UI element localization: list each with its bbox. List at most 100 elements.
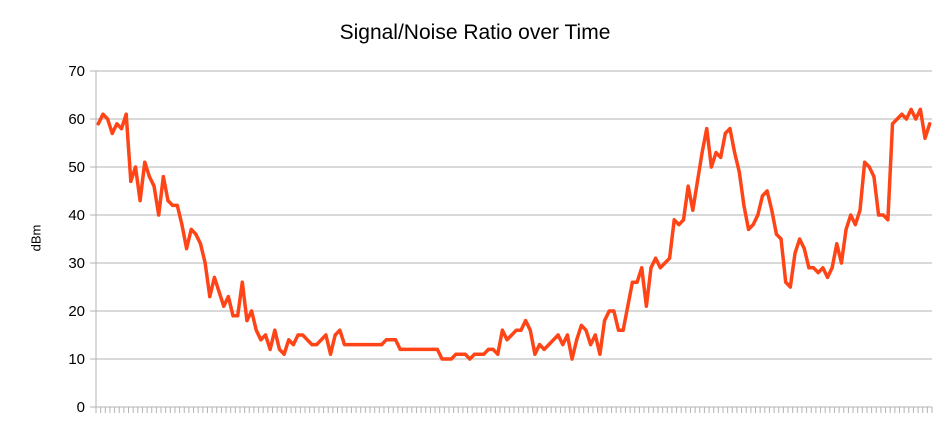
data-point: [240, 280, 244, 284]
data-point: [872, 175, 876, 179]
data-point: [352, 343, 356, 347]
data-point: [403, 347, 407, 351]
data-point: [635, 280, 639, 284]
data-point: [384, 338, 388, 342]
data-point: [640, 266, 644, 270]
data-point: [110, 131, 114, 135]
data-point: [138, 199, 142, 203]
data-point: [742, 203, 746, 207]
data-point: [649, 266, 653, 270]
data-point: [324, 333, 328, 337]
data-point: [593, 333, 597, 337]
data-point: [839, 261, 844, 265]
data-point: [616, 328, 621, 332]
data-point: [389, 338, 393, 342]
data-point: [184, 247, 189, 251]
data-point: [765, 189, 769, 193]
data-point: [152, 184, 156, 188]
y-tick-label: 50: [68, 159, 85, 176]
data-point: [858, 208, 862, 212]
y-tick-label: 30: [68, 255, 85, 272]
data-point: [686, 184, 690, 188]
data-point: [728, 127, 732, 131]
data-point: [486, 347, 491, 351]
data-point: [533, 352, 537, 356]
data-point: [370, 343, 374, 347]
data-point: [876, 213, 881, 217]
data-point: [565, 333, 570, 337]
data-point: [333, 333, 337, 337]
data-point: [115, 122, 119, 126]
data-point: [853, 223, 857, 227]
data-point: [259, 338, 263, 342]
data-point: [700, 151, 704, 155]
data-point: [505, 338, 509, 342]
data-point: [347, 343, 351, 347]
data-point: [268, 347, 272, 351]
data-point: [189, 227, 193, 231]
chart-title: Signal/Noise Ratio over Time: [339, 21, 611, 44]
data-point: [691, 208, 695, 212]
data-point: [723, 131, 727, 135]
x-axis: [95, 71, 933, 413]
data-point: [398, 347, 402, 351]
series-layer: [96, 107, 932, 361]
data-point: [463, 352, 467, 356]
data-point: [760, 194, 765, 198]
data-point: [612, 309, 616, 313]
y-tick-label: 60: [68, 111, 85, 128]
data-point: [147, 175, 152, 179]
data-point: [607, 309, 611, 313]
data-point: [918, 107, 922, 111]
data-point: [510, 333, 514, 337]
y-tick-label: 70: [68, 63, 85, 80]
data-point: [928, 122, 932, 126]
data-point: [867, 165, 871, 169]
data-point: [579, 323, 583, 327]
data-point: [519, 328, 523, 332]
data-point: [881, 213, 885, 217]
data-point: [96, 122, 100, 126]
data-point: [542, 347, 546, 351]
data-point: [584, 328, 588, 332]
data-point: [830, 266, 834, 270]
data-point: [788, 285, 792, 289]
data-point: [282, 352, 286, 356]
data-point: [305, 338, 309, 342]
data-point: [890, 122, 895, 126]
data-point: [380, 343, 384, 347]
data-point: [226, 295, 230, 299]
data-point: [166, 199, 170, 203]
data-point: [198, 242, 203, 246]
data-point: [482, 352, 486, 356]
data-point: [528, 328, 532, 332]
data-point: [249, 309, 254, 313]
data-point: [319, 338, 323, 342]
data-point: [245, 319, 249, 323]
gridlines: [90, 70, 932, 408]
data-point: [496, 352, 500, 356]
data-point: [291, 343, 295, 347]
data-point: [407, 347, 412, 351]
data-point: [277, 347, 282, 351]
data-point: [175, 203, 179, 207]
data-point: [458, 352, 463, 356]
data-point: [231, 314, 235, 318]
data-point: [770, 208, 774, 212]
data-point: [802, 247, 806, 251]
data-point: [412, 347, 416, 351]
data-point: [719, 155, 723, 159]
data-point: [844, 227, 848, 231]
data-point: [254, 328, 258, 332]
data-point: [203, 261, 207, 265]
data-point: [161, 175, 165, 179]
data-point: [895, 117, 899, 121]
data-point: [133, 165, 138, 169]
data-point: [101, 112, 105, 116]
data-point: [208, 295, 212, 299]
data-point: [793, 251, 797, 255]
data-point: [909, 107, 913, 111]
data-point: [654, 256, 658, 260]
data-point: [421, 347, 426, 351]
